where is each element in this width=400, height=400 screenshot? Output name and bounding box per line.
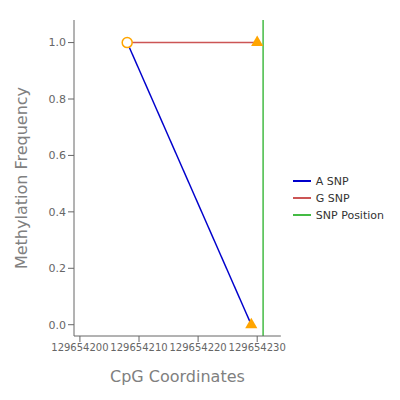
svg-text:129654220: 129654220 (169, 342, 226, 353)
svg-text:0.4: 0.4 (49, 206, 67, 219)
svg-text:129654210: 129654210 (110, 342, 167, 353)
svg-text:Methylation Frequency: Methylation Frequency (12, 87, 31, 269)
svg-text:129654200: 129654200 (51, 342, 108, 353)
svg-text:0.2: 0.2 (49, 262, 67, 275)
html-text:SNP Position: SNP Position (315, 208, 384, 222)
html-text:A SNP: A SNP (315, 174, 349, 188)
svg-text:CpG Coordinates: CpG Coordinates (110, 367, 245, 386)
svg-text:1.0: 1.0 (49, 36, 67, 49)
svg-text:0.0: 0.0 (49, 319, 67, 332)
svg-text:129654230: 129654230 (229, 342, 286, 353)
html-text:G SNP: G SNP (315, 191, 350, 205)
svg-text:0.8: 0.8 (49, 93, 67, 106)
svg-text:0.6: 0.6 (49, 149, 67, 162)
